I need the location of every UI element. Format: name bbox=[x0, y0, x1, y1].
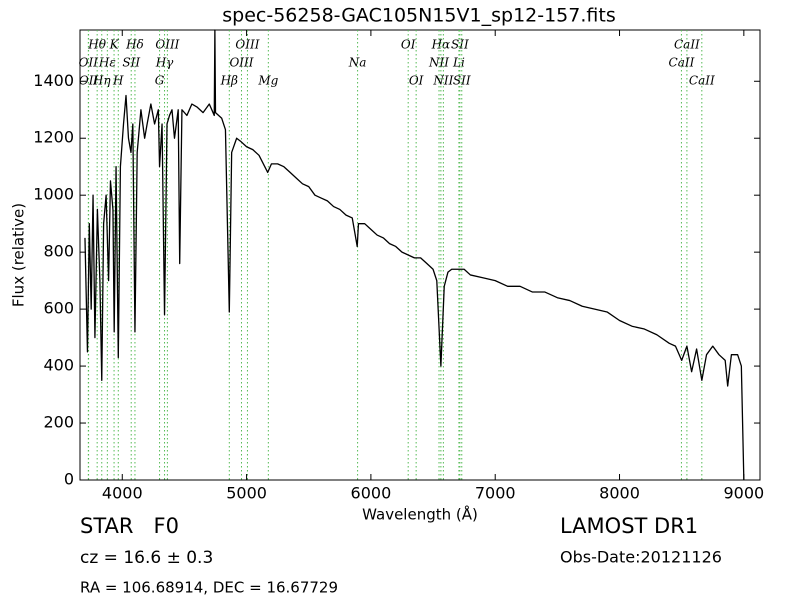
spectral-line-label: OIII bbox=[229, 56, 253, 70]
spectral-line-label: Hγ bbox=[155, 56, 174, 70]
y-axis-label: Flux (relative) bbox=[10, 203, 28, 307]
x-tick-label: 8000 bbox=[599, 484, 640, 503]
y-tick-label: 1400 bbox=[33, 71, 74, 90]
spectral-line-label: OIII bbox=[235, 38, 259, 52]
spectral-line-label: Li bbox=[452, 56, 465, 70]
spectral-line-label: Na bbox=[348, 56, 367, 70]
spectral-line-label: OI bbox=[401, 38, 416, 52]
spectral-line-label: SII bbox=[451, 38, 469, 52]
spectral-line-label: OIII bbox=[155, 38, 179, 52]
spectral-line-label: Hη bbox=[92, 74, 111, 88]
y-tick-label: 200 bbox=[43, 413, 74, 432]
x-tick-label: 7000 bbox=[475, 484, 516, 503]
spectral-line-label: Hε bbox=[98, 56, 116, 70]
survey: LAMOST DR1 bbox=[560, 514, 698, 538]
y-tick-label: 1000 bbox=[33, 185, 74, 204]
y-tick-label: 400 bbox=[43, 356, 74, 375]
spectral-line-label: G bbox=[155, 74, 165, 88]
y-tick-label: 800 bbox=[43, 242, 74, 261]
spectral-line-label: NII bbox=[428, 56, 449, 70]
spectral-line-label: SII bbox=[122, 56, 140, 70]
plot-frame bbox=[79, 29, 761, 481]
x-tick-label: 6000 bbox=[351, 484, 392, 503]
spectral-line-label: Hβ bbox=[220, 74, 238, 88]
coordinates: RA = 106.68914, DEC = 16.67729 bbox=[80, 579, 338, 597]
spectral-line-label: Hα bbox=[431, 38, 451, 52]
spectral-line-label: CaII bbox=[689, 74, 715, 88]
spectral-line-label: K bbox=[109, 38, 120, 52]
spectral-class: STAR F0 bbox=[80, 514, 179, 538]
spectral-line-label: NII bbox=[432, 74, 453, 88]
spectrum-line bbox=[84, 29, 745, 481]
spectral-line-label: H bbox=[112, 74, 124, 88]
x-axis-label: Wavelength (Å) bbox=[362, 505, 478, 524]
obs-date: Obs-Date:20121126 bbox=[560, 548, 722, 567]
spectral-line-label: CaII bbox=[674, 38, 700, 52]
x-tick-label: 5000 bbox=[226, 484, 267, 503]
redshift: cz = 16.6 ± 0.3 bbox=[80, 548, 213, 568]
y-tick-label: 600 bbox=[43, 299, 74, 318]
y-tick-label: 0 bbox=[64, 470, 74, 489]
spectral-line-label: Hθ bbox=[87, 38, 106, 52]
y-tick-label: 1200 bbox=[33, 128, 74, 147]
x-tick-label: 9000 bbox=[723, 484, 764, 503]
spectral-line-label: Hδ bbox=[125, 38, 144, 52]
spectral-line-label: OI bbox=[409, 74, 424, 88]
x-tick-label: 4000 bbox=[102, 484, 143, 503]
spectral-line-label: CaII bbox=[669, 56, 695, 70]
spectral-line-label: OII bbox=[79, 74, 99, 88]
chart-title: spec-56258-GAC105N15V1_sp12-157.fits bbox=[222, 5, 615, 27]
spectral-line-label: SII bbox=[453, 74, 471, 88]
spectral-line-label: Mg bbox=[257, 74, 278, 88]
